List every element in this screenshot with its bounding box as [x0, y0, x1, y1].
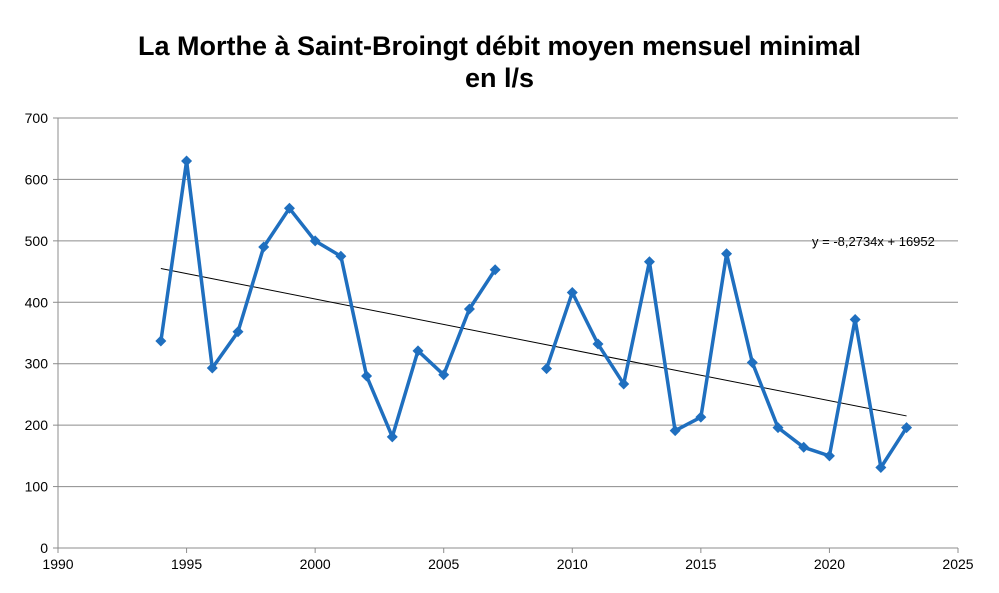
series-group	[155, 155, 913, 474]
x-tick-label-2010: 2010	[557, 556, 588, 572]
x-axis-tick-labels: 1990 1995 2000 2005 2010 2015 2020 2025	[42, 556, 973, 572]
data-point-2004	[412, 345, 424, 357]
data-point-2019	[798, 441, 810, 453]
data-point-2003	[386, 431, 398, 443]
y-tick-label-200: 200	[25, 417, 49, 433]
data-point-1996	[206, 362, 218, 374]
data-point-2018	[772, 422, 784, 434]
y-tick-label-700: 700	[25, 110, 49, 126]
x-tick-label-2000: 2000	[300, 556, 331, 572]
trendline	[160, 268, 907, 417]
data-point-1997	[232, 326, 244, 338]
y-tick-label-0: 0	[40, 540, 48, 556]
data-point-2023	[901, 422, 913, 434]
x-tick-label-1995: 1995	[171, 556, 202, 572]
series-line-segment-1	[159, 159, 497, 439]
data-point-2020	[823, 450, 835, 462]
data-point-2005	[438, 369, 450, 381]
data-point-2017	[746, 356, 758, 368]
data-point-2001	[335, 250, 347, 262]
trendline-group	[160, 268, 907, 417]
data-point-2002	[361, 370, 373, 382]
data-point-2007	[489, 264, 501, 276]
data-point-2015	[695, 411, 707, 423]
x-tick-label-2020: 2020	[814, 556, 845, 572]
y-tick-label-500: 500	[25, 233, 49, 249]
data-point-2009	[541, 363, 553, 375]
chart-title-line-1: La Morthe à Saint-Broingt débit moyen me…	[137, 31, 862, 61]
data-point-1994	[155, 335, 167, 347]
gridlines	[58, 117, 958, 488]
data-point-2021	[849, 313, 861, 325]
data-point-2011	[592, 338, 604, 350]
trendline-equation: y = -8,2734x + 16952	[812, 234, 935, 249]
y-tick-label-300: 300	[25, 356, 49, 372]
data-point-2006	[463, 303, 475, 315]
data-point-2010	[566, 286, 578, 298]
y-tick-label-100: 100	[25, 479, 49, 495]
chart-title-line-2: en l/s	[464, 63, 535, 93]
chart-title: La Morthe à Saint-Broingt débit moyen me…	[0, 30, 999, 94]
axes	[53, 117, 959, 553]
data-point-2022	[875, 462, 887, 474]
series-line-segment-2	[544, 252, 909, 470]
data-point-1998	[258, 241, 270, 253]
data-point-2013	[643, 256, 655, 268]
data-point-2000	[309, 235, 321, 247]
data-point-2016	[721, 248, 733, 260]
y-axis-tick-labels: 0 100 200 300 400 500 600 700	[25, 110, 49, 556]
x-tick-label-2005: 2005	[428, 556, 459, 572]
data-point-1995	[181, 155, 193, 167]
x-tick-label-1990: 1990	[42, 556, 73, 572]
data-point-2014	[669, 425, 681, 437]
x-tick-label-2025: 2025	[942, 556, 973, 572]
y-tick-label-600: 600	[25, 171, 49, 187]
y-tick-label-400: 400	[25, 294, 49, 310]
data-point-2012	[618, 378, 630, 390]
x-tick-label-2015: 2015	[685, 556, 716, 572]
data-point-1999	[283, 202, 295, 214]
